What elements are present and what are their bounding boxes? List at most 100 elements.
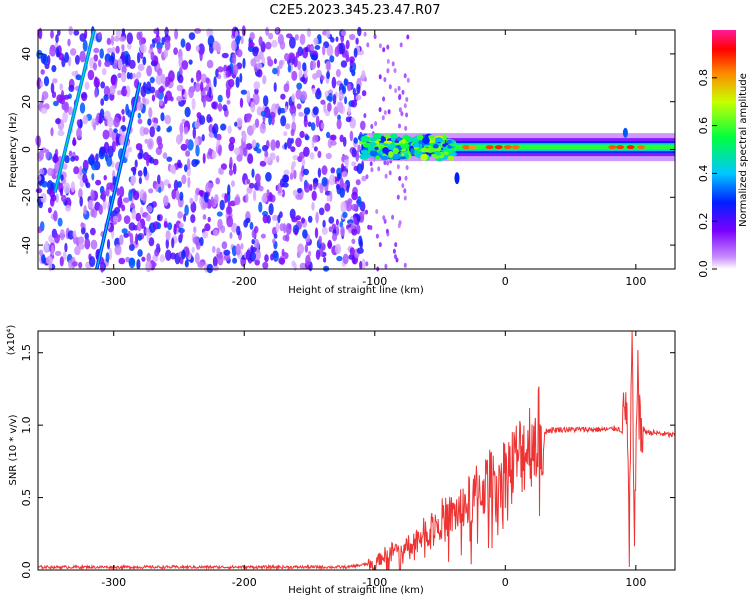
noise-blob xyxy=(110,34,115,46)
noise-blob xyxy=(194,82,201,92)
noise-blob xyxy=(329,134,337,140)
band-blip xyxy=(622,127,628,138)
noise-blob xyxy=(100,263,105,273)
diagonal-streak-core xyxy=(54,29,95,193)
colorbar-gradient xyxy=(712,30,736,269)
noise-blob xyxy=(284,105,288,113)
noise-blob xyxy=(150,51,155,61)
band-turbulence xyxy=(391,153,401,160)
band-turbulence xyxy=(442,143,447,147)
x-tick-label: -100 xyxy=(362,275,387,288)
noise-blob xyxy=(383,110,387,116)
noise-blob xyxy=(265,41,272,50)
noise-blob xyxy=(229,136,236,144)
noise-blob xyxy=(277,214,281,224)
noise-blob xyxy=(324,202,331,212)
noise-blob xyxy=(78,261,83,269)
band-hotspot xyxy=(608,145,617,150)
noise-blob xyxy=(335,36,339,42)
band-turbulence xyxy=(435,152,442,156)
noise-blob xyxy=(103,85,111,97)
noise-blob xyxy=(78,188,83,199)
noise-blob xyxy=(51,65,57,73)
noise-blob xyxy=(286,33,293,39)
noise-blob xyxy=(273,82,277,93)
noise-blob xyxy=(226,215,234,228)
band-hotspot xyxy=(494,145,503,150)
noise-blob xyxy=(221,52,229,59)
noise-blob xyxy=(104,60,111,67)
noise-blob xyxy=(95,153,99,162)
noise-blob xyxy=(365,261,369,267)
noise-blob xyxy=(79,165,83,176)
noise-blob xyxy=(309,152,315,160)
noise-blob xyxy=(398,176,402,181)
noise-blob xyxy=(90,239,98,250)
noise-blob xyxy=(249,221,254,230)
noise-blob xyxy=(185,138,190,146)
noise-blob xyxy=(217,144,222,157)
noise-blob xyxy=(225,70,230,78)
snr-series-line xyxy=(37,330,676,571)
noise-blob xyxy=(185,150,191,157)
noise-blob xyxy=(58,94,66,105)
noise-blob xyxy=(398,123,401,129)
noise-blob xyxy=(226,99,231,105)
noise-blob xyxy=(126,71,131,80)
noise-blob xyxy=(398,107,402,113)
noise-blob xyxy=(76,127,82,139)
noise-blob xyxy=(115,135,119,147)
noise-blob xyxy=(343,78,348,87)
noise-blob xyxy=(64,242,68,253)
noise-blob xyxy=(60,174,64,181)
noise-blob xyxy=(374,121,378,127)
noise-blob xyxy=(112,215,119,223)
noise-blob xyxy=(231,180,235,187)
noise-blob xyxy=(251,168,255,178)
noise-blob xyxy=(327,239,333,250)
noise-blob xyxy=(91,173,95,181)
noise-blob xyxy=(326,61,331,71)
noise-blob xyxy=(404,125,408,131)
noise-blob xyxy=(345,201,353,212)
noise-blob xyxy=(220,163,227,171)
noise-blob xyxy=(339,134,344,143)
noise-blob xyxy=(154,89,160,98)
y-tick-label: -20 xyxy=(20,188,33,206)
noise-blob xyxy=(248,41,255,48)
noise-blob xyxy=(153,28,158,34)
x-tick-label: -200 xyxy=(232,275,257,288)
noise-blob xyxy=(149,126,155,138)
noise-blob xyxy=(281,248,285,257)
noise-blob xyxy=(331,223,337,230)
band-turbulence xyxy=(388,151,394,158)
noise-blob xyxy=(359,260,363,270)
noise-blob xyxy=(275,140,281,149)
noise-blob xyxy=(292,155,299,161)
band-turbulence xyxy=(413,149,419,154)
noise-blob xyxy=(375,209,379,214)
noise-blob xyxy=(227,201,231,214)
noise-blob xyxy=(126,32,133,45)
noise-blob xyxy=(268,114,272,126)
noise-blob xyxy=(293,169,297,180)
noise-blob xyxy=(310,54,318,61)
noise-blob xyxy=(363,76,367,82)
band-turbulence xyxy=(392,147,399,155)
noise-blob xyxy=(232,53,237,65)
band-turbulence xyxy=(369,149,378,157)
noise-blob xyxy=(303,168,309,176)
noise-blob xyxy=(229,232,233,239)
noise-blob xyxy=(200,73,207,84)
noise-blob xyxy=(92,121,97,131)
noise-blob xyxy=(352,62,357,71)
band-turbulence xyxy=(383,134,391,139)
noise-blob xyxy=(275,222,280,233)
noise-blob xyxy=(135,212,142,222)
noise-blob xyxy=(403,103,407,109)
noise-blob xyxy=(124,149,129,159)
noise-blob xyxy=(348,254,354,260)
noise-blob xyxy=(184,106,191,118)
noise-blob xyxy=(165,238,169,249)
noise-blob xyxy=(51,244,55,257)
